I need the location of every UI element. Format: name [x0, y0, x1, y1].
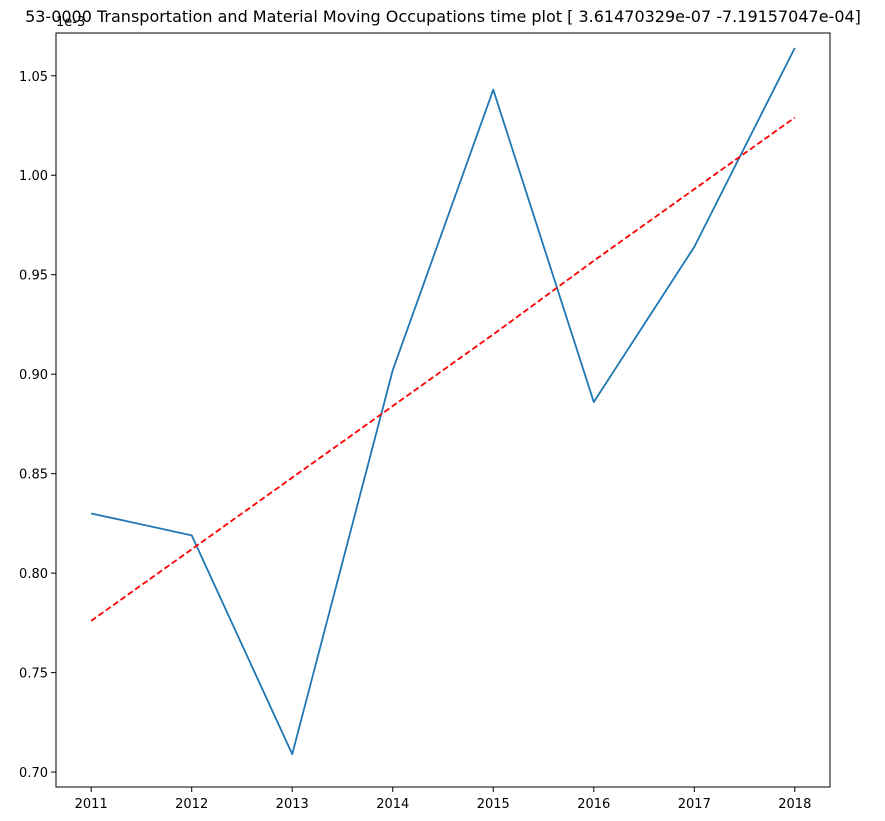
x-tick-label: 2015: [477, 797, 510, 812]
y-tick-label: 0.80: [19, 567, 48, 582]
plot-area: [55, 32, 831, 788]
x-tick-label: 2011: [75, 797, 108, 812]
y-offset-label: 1e-3: [56, 15, 85, 30]
y-tick-label: 0.95: [19, 269, 48, 284]
x-tick-label: 2014: [376, 797, 409, 812]
series-layer: [90, 47, 796, 756]
chart-title: 53-0000 Transportation and Material Movi…: [25, 7, 861, 26]
x-tick-label: 2018: [778, 797, 811, 812]
x-tick-label: 2013: [276, 797, 309, 812]
trend-line: [90, 116, 796, 622]
data-line: [90, 47, 796, 756]
y-tick-label: 0.75: [19, 667, 48, 682]
x-tick-label: 2017: [678, 797, 711, 812]
y-tick-label: 1.00: [19, 169, 48, 184]
y-tick-label: 0.70: [19, 766, 48, 781]
y-tick-label: 0.90: [19, 368, 48, 383]
y-tick-label: 0.85: [19, 468, 48, 483]
x-tick-label: 2016: [577, 797, 610, 812]
y-tick-label: 1.05: [19, 70, 48, 85]
x-axis: 2011 2012 2013 2014 2015 2016 2017 2018: [75, 787, 811, 812]
y-axis: 0.70 0.75 0.80 0.85 0.90 0.95 1.00 1.05: [19, 70, 56, 781]
x-tick-label: 2012: [175, 797, 208, 812]
